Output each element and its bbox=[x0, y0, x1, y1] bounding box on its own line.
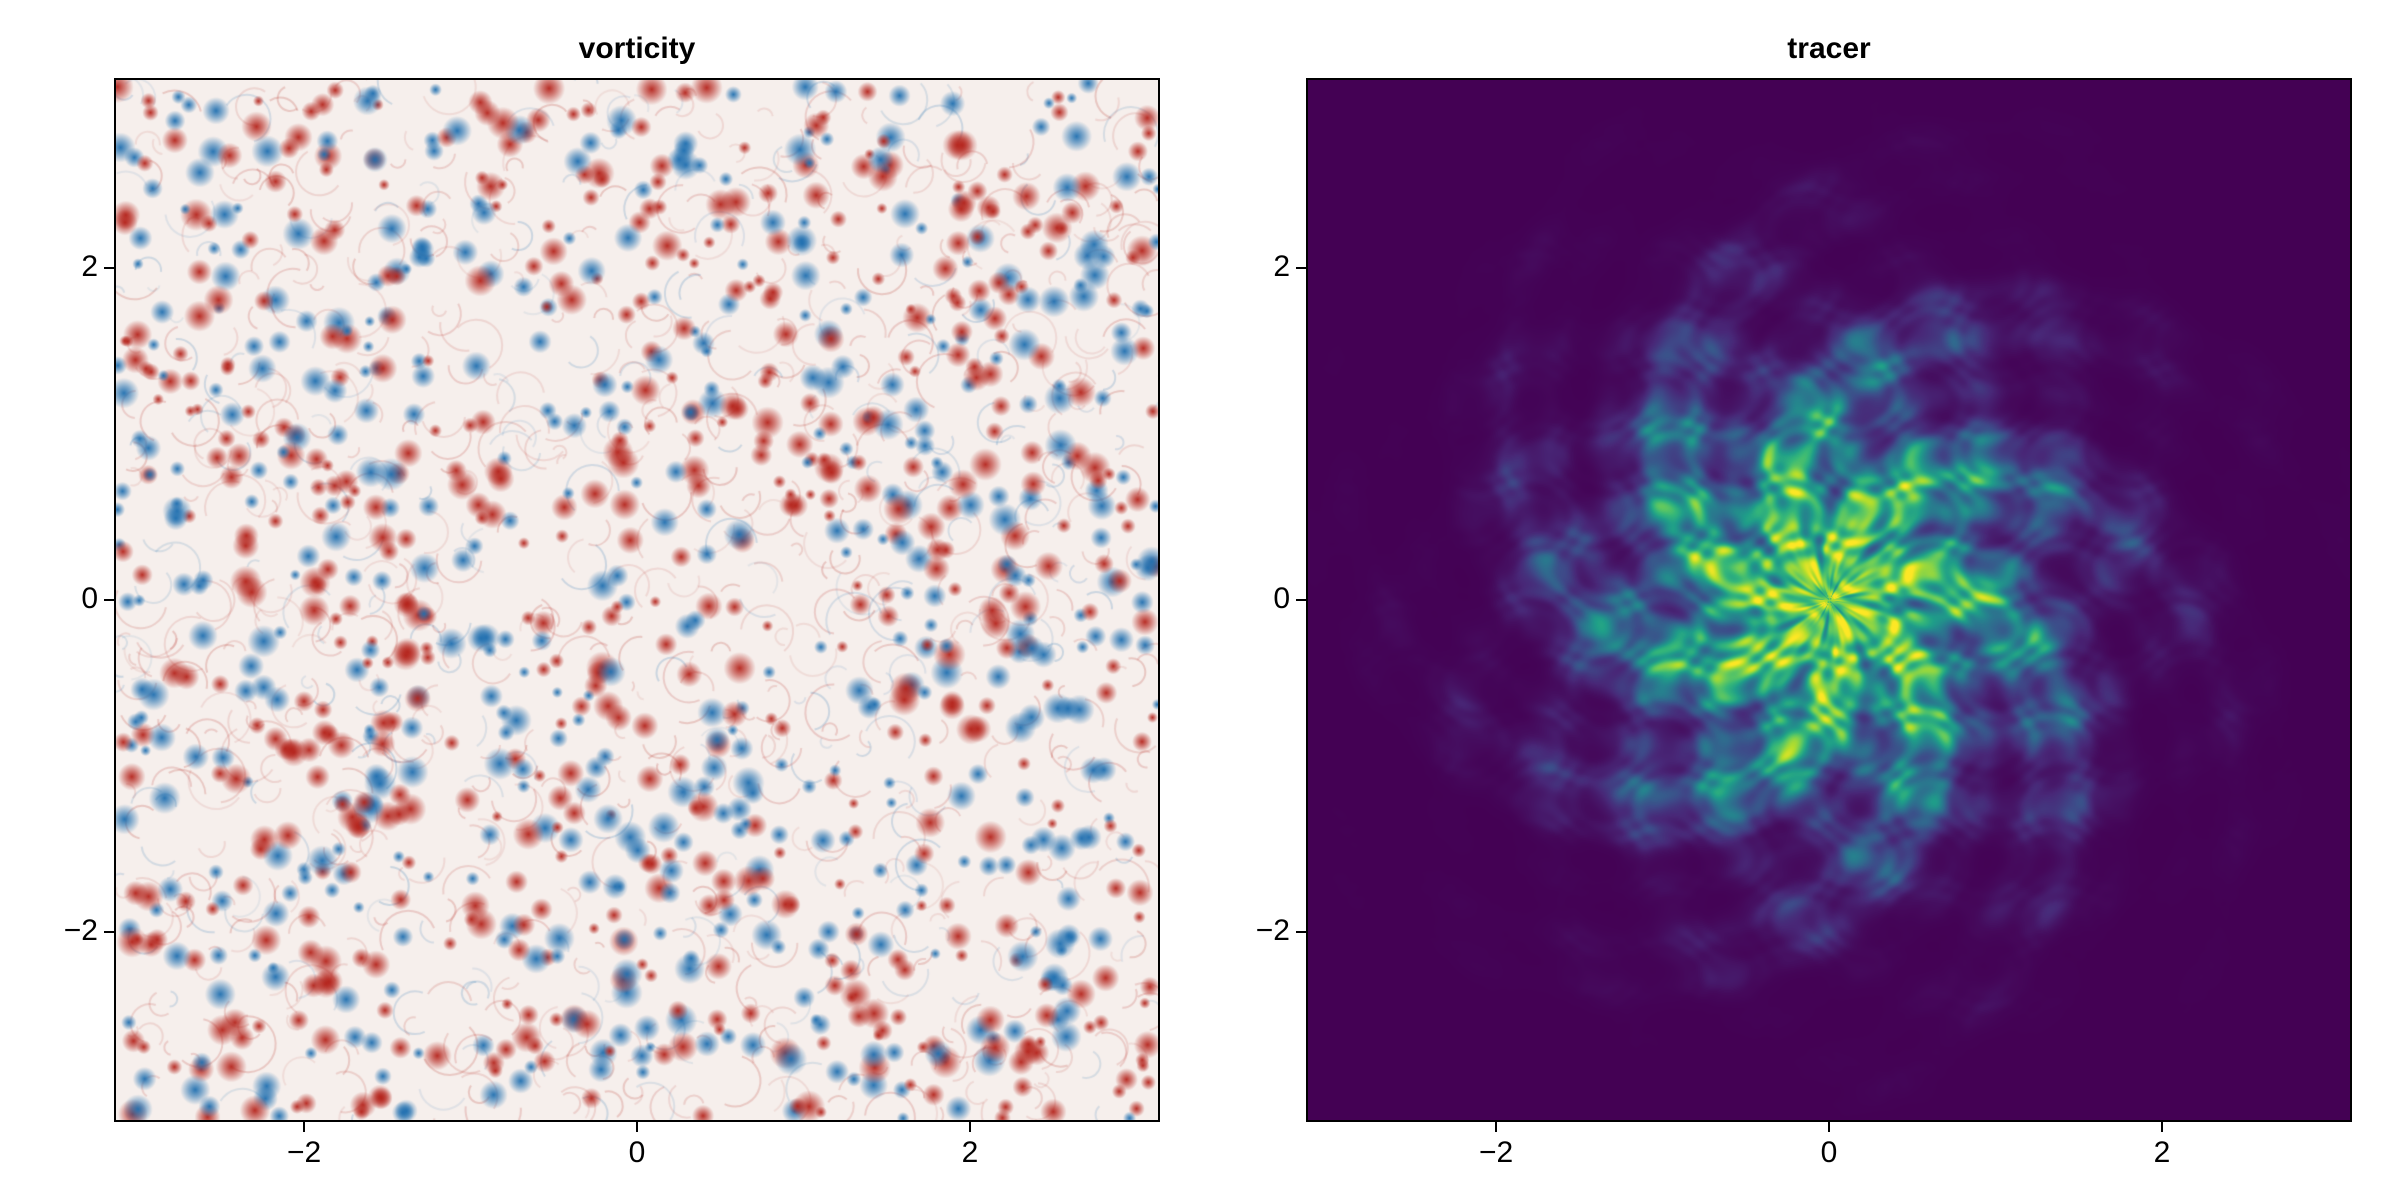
tracer-x-tick-label: 2 bbox=[2153, 1136, 2171, 1169]
vorticity-y-tick-mark bbox=[104, 266, 114, 269]
vorticity-y-tick-label: 2 bbox=[81, 249, 98, 283]
vorticity-x-tick-mark bbox=[303, 1122, 306, 1132]
vorticity-y-tick-mark bbox=[104, 931, 114, 934]
tracer-y-tick-mark bbox=[1296, 599, 1306, 601]
tracer-y-tick-mark bbox=[1296, 931, 1306, 934]
vorticity-title: vorticity bbox=[578, 32, 696, 65]
tracer-y-tick-label: 2 bbox=[1273, 249, 1290, 283]
tracer-heatmap bbox=[1308, 80, 2350, 1120]
vorticity-x-tick-mark bbox=[636, 1122, 638, 1132]
tracer-y-tick-label: 0 bbox=[1273, 582, 1290, 615]
tracer-x-tick-mark bbox=[1495, 1122, 1498, 1132]
vorticity-heatmap bbox=[116, 80, 1158, 1120]
tracer-x-tick-label: −2 bbox=[1478, 1136, 1514, 1169]
tracer-y-tick-label: −2 bbox=[1255, 914, 1290, 948]
tracer-plot-area bbox=[1306, 78, 2352, 1122]
vorticity-x-tick-label: 0 bbox=[628, 1136, 646, 1169]
tracer-x-tick-mark bbox=[1828, 1122, 1830, 1132]
vorticity-plot-area bbox=[114, 78, 1160, 1122]
vorticity-y-tick-label: −2 bbox=[63, 914, 98, 948]
vorticity-y-tick-mark bbox=[104, 599, 114, 601]
vorticity-x-tick-label: −2 bbox=[286, 1136, 322, 1169]
tracer-x-tick-mark bbox=[2160, 1122, 2163, 1132]
vorticity-x-tick-label: 2 bbox=[961, 1136, 979, 1169]
vorticity-x-tick-mark bbox=[968, 1122, 971, 1132]
vorticity-y-tick-label: 0 bbox=[81, 582, 98, 615]
tracer-x-tick-label: 0 bbox=[1820, 1136, 1838, 1169]
tracer-title: tracer bbox=[1787, 32, 1871, 65]
tracer-y-tick-mark bbox=[1296, 266, 1306, 269]
